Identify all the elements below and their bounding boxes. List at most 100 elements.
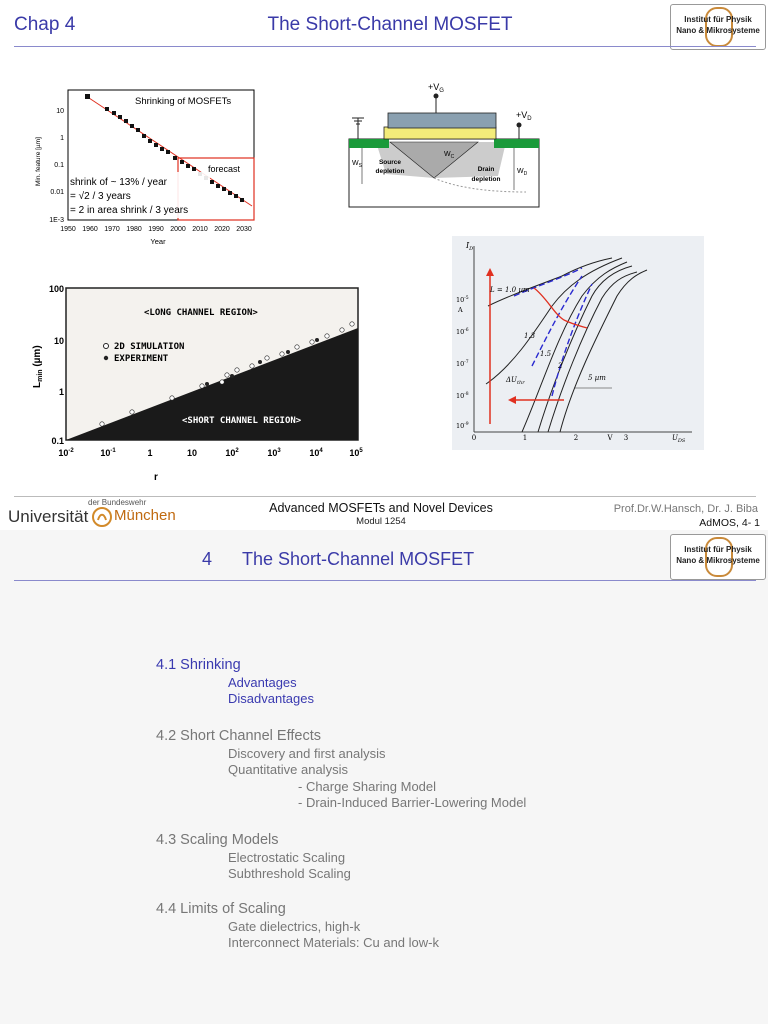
toc-section-4-3[interactable]: 4.3 Scaling Models xyxy=(156,832,279,848)
toc-item-subthreshold[interactable]: Subthreshold Scaling xyxy=(228,866,351,881)
logo-line-2: Nano & Mikrosysteme xyxy=(676,26,760,35)
toc-section-4-2[interactable]: 4.2 Short Channel Effects xyxy=(156,728,321,744)
curve-label-1.5: 1.5 xyxy=(540,350,552,358)
id-ytick-9: 10-9 xyxy=(456,421,469,430)
curve-label-1.3: 1.3 xyxy=(524,332,536,340)
short-channel-area xyxy=(66,328,358,440)
lmin-xtick-0: 10-2 xyxy=(58,448,74,458)
course-title: Advanced MOSFETs and Novel Devices xyxy=(269,501,493,515)
shrink-chart: Shrinking of MOSFETs 10 1 0.1 0.01 1E-3 … xyxy=(35,89,255,246)
authors: Prof.Dr.W.Hansch, Dr. J. Biba xyxy=(613,503,758,515)
shrink-note-1: shrink of ~ 13% / year xyxy=(70,177,168,188)
legend-exp-label: EXPERIMENT xyxy=(114,354,169,364)
toc-item-gate-dielectrics[interactable]: Gate dielectrics, high-k xyxy=(228,919,361,934)
uni-small-label: der Bundeswehr xyxy=(88,498,147,507)
id-xtick-1: 1 xyxy=(523,434,527,442)
toc-item-electrostatic[interactable]: Electrostatic Scaling xyxy=(228,850,346,865)
footer-rule xyxy=(14,496,756,497)
logo-emblem-2 xyxy=(705,537,733,577)
shrink-ylabel: Min. feature [µm] xyxy=(35,137,42,186)
lmin-xtick-3: 10 xyxy=(187,448,197,458)
chapter-label: Chap 4 xyxy=(14,14,76,35)
source-depletion-1: Source xyxy=(379,159,401,166)
toc-item-advantages[interactable]: Advantages xyxy=(228,675,297,690)
logo2-line-1: Institut für Physik xyxy=(684,545,752,554)
mosfet-cross-section: +VG +VD WS WC WD Source depletion Drain … xyxy=(348,82,540,208)
drain-contact xyxy=(494,139,539,148)
ytick-1e-3: 1E-3 xyxy=(49,217,64,224)
shrink-note-3: = 2 in area shrink / 3 years xyxy=(70,205,188,216)
shrink-title: Shrinking of MOSFETs xyxy=(135,96,231,107)
uni-emblem-icon xyxy=(92,507,112,527)
id-xlabel: UDS xyxy=(672,434,686,444)
id-chart-bg xyxy=(452,236,704,450)
id-ytick-7: 10-7 xyxy=(456,359,469,368)
toc-item-interconnect[interactable]: Interconnect Materials: Cu and low-k xyxy=(228,935,439,950)
shrink-note-2: = √2 / 3 years xyxy=(70,190,131,202)
toc-section-4-4[interactable]: 4.4 Limits of Scaling xyxy=(156,901,286,917)
delta-u-label: ΔUthr xyxy=(505,376,525,386)
id-xtick-3: 3 xyxy=(624,434,628,442)
gate-electrode xyxy=(387,112,497,129)
id-ytick-5: 10-5 xyxy=(456,295,469,304)
shrink-xlabel: Year xyxy=(150,237,166,246)
header-rule xyxy=(14,46,756,47)
id-xtick-0: 0 xyxy=(472,434,476,442)
gate-oxide xyxy=(383,126,497,140)
legend-sim-marker xyxy=(103,343,109,349)
source-depletion-2: depletion xyxy=(376,168,405,175)
long-channel-label: <LONG CHANNEL REGION> xyxy=(144,308,258,318)
id-chart: ID A 10-5 10-6 10-7 10-8 10-9 0 1 2 V 3 … xyxy=(452,236,704,450)
toc-item-discovery[interactable]: Discovery and first analysis xyxy=(228,746,386,761)
lmin-chart: <LONG CHANNEL REGION> <SHORT CHANNEL REG… xyxy=(32,284,363,483)
lmin-exp-points xyxy=(205,338,319,386)
modul-number: Modul 1254 xyxy=(356,516,406,527)
slide-id: AdMOS, 4- 1 xyxy=(699,517,760,529)
lmin-xtick-7: 105 xyxy=(349,448,363,458)
logo-line-1: Institut für Physik xyxy=(684,15,752,24)
lmin-xlabel: r xyxy=(154,472,158,483)
ytick-0.01: 0.01 xyxy=(50,189,64,196)
id-ytick-8: 10-8 xyxy=(456,391,469,400)
lmin-ytick-0.1: 0.1 xyxy=(51,436,64,446)
id-dashed-curves xyxy=(513,267,593,397)
id-xtick-2: 2 xyxy=(574,434,578,442)
slide2-title: The Short-Channel MOSFET xyxy=(242,549,475,569)
logo2-line-2: Nano & Mikrosysteme xyxy=(676,556,760,565)
xtick-1970: 1970 xyxy=(104,226,120,233)
wc-label: WC xyxy=(444,151,455,160)
id-xtick-v: V xyxy=(606,434,613,442)
ytick-10: 10 xyxy=(56,108,64,115)
slide2-number: 4 xyxy=(202,549,213,569)
xtick-1960: 1960 xyxy=(82,226,98,233)
lmin-xtick-6: 104 xyxy=(309,448,323,458)
toc-item-disadvantages[interactable]: Disadvantages xyxy=(228,691,314,706)
institute-logo: Institut für Physik Nano & Mikrosysteme xyxy=(670,4,766,50)
drain-depletion-2: depletion xyxy=(472,176,501,183)
curve-label-5: 5 µm xyxy=(588,374,606,382)
short-channel-label: <SHORT CHANNEL REGION> xyxy=(182,416,302,426)
toc-section-4-1[interactable]: 4.1 Shrinking xyxy=(156,657,241,673)
lmin-ytick-10: 10 xyxy=(54,336,64,346)
red-curve xyxy=(533,287,588,329)
lmin-ytick-100: 100 xyxy=(49,284,64,294)
toc-item-quantitative[interactable]: Quantitative analysis xyxy=(228,762,348,777)
toc-item-charge-sharing[interactable]: - Charge Sharing Model xyxy=(298,779,437,794)
lmin-ylabel: Lmin (µm) xyxy=(32,345,44,388)
uni-right-label: München xyxy=(114,507,176,524)
slide2-background xyxy=(0,530,768,1024)
lmin-xtick-4: 102 xyxy=(225,448,239,458)
source-contact xyxy=(349,139,389,148)
channel-charge xyxy=(389,141,479,179)
xtick-1980: 1980 xyxy=(126,226,142,233)
uni-left-label: Universität xyxy=(8,507,89,526)
wd-label: WD xyxy=(517,168,528,177)
forecast-label: forecast xyxy=(208,164,241,174)
curve-label-2: 2 xyxy=(557,362,563,370)
toc-item-dibl[interactable]: - Drain-Induced Barrier-Lowering Model xyxy=(298,795,527,810)
xtick-2000: 2000 xyxy=(170,226,186,233)
ytick-0.1: 0.1 xyxy=(54,162,64,169)
id-curves xyxy=(485,257,648,433)
ws-label: WS xyxy=(352,160,363,169)
legend-exp-marker xyxy=(103,355,109,361)
